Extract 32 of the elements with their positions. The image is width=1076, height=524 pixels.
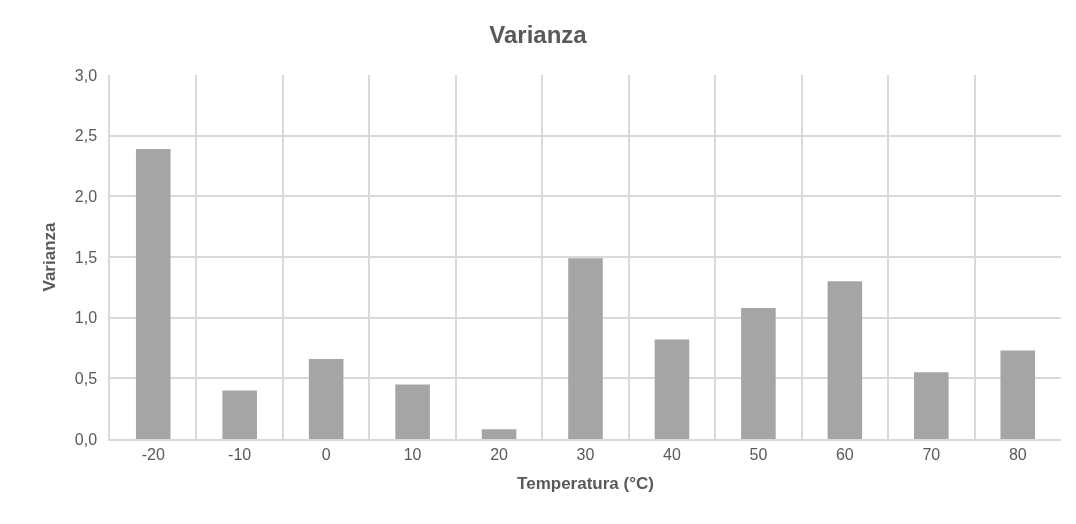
y-tick-label: 1,5 bbox=[74, 248, 98, 266]
y-tick-label: 1,0 bbox=[74, 309, 98, 327]
x-tick-label: 70 bbox=[922, 445, 941, 463]
x-tick-label: 50 bbox=[749, 445, 768, 463]
chart-title: Varianza bbox=[489, 21, 588, 48]
bar bbox=[222, 390, 257, 439]
y-tick-label: 0,5 bbox=[74, 369, 98, 387]
x-tick-label: 10 bbox=[403, 445, 422, 463]
y-tick-label: 2,5 bbox=[74, 127, 98, 145]
bar bbox=[827, 281, 863, 439]
bar bbox=[741, 307, 776, 439]
bar bbox=[135, 149, 171, 439]
x-tick-label: 80 bbox=[1008, 445, 1027, 463]
y-axis-title: Varianza bbox=[39, 221, 59, 292]
x-tick-label: -10 bbox=[228, 445, 252, 463]
bar bbox=[395, 384, 430, 439]
y-tick-label: 2,0 bbox=[74, 187, 98, 205]
x-tick-label: 30 bbox=[576, 445, 595, 463]
x-tick-label: -20 bbox=[141, 445, 165, 463]
x-tick-label: 20 bbox=[490, 445, 509, 463]
y-tick-label: 0,0 bbox=[74, 430, 98, 448]
bar bbox=[1000, 350, 1036, 439]
x-axis-title: Temperatura (°C) bbox=[517, 473, 654, 493]
x-tick-label: 40 bbox=[663, 445, 681, 463]
x-tick-label: 60 bbox=[835, 445, 854, 463]
y-tick-label: 3,0 bbox=[74, 66, 98, 84]
bar bbox=[914, 372, 949, 439]
bar bbox=[308, 358, 344, 439]
bar bbox=[654, 339, 690, 439]
bar bbox=[568, 258, 603, 439]
bar bbox=[481, 429, 517, 439]
x-tick-label: 0 bbox=[321, 445, 331, 463]
